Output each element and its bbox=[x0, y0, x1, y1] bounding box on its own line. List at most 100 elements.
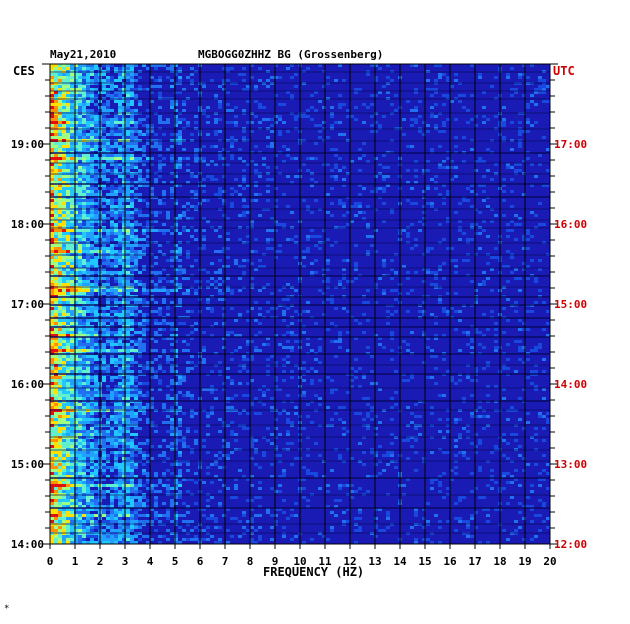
heatmap-cell bbox=[102, 442, 106, 445]
heatmap-cell bbox=[506, 163, 510, 166]
heatmap-cell bbox=[90, 370, 94, 373]
heatmap-cell bbox=[114, 439, 118, 442]
heatmap-cell bbox=[66, 94, 70, 97]
heatmap-cell bbox=[66, 370, 70, 373]
heatmap-cell bbox=[50, 349, 54, 352]
heatmap-cell bbox=[170, 322, 174, 325]
heatmap-cell bbox=[110, 427, 114, 430]
heatmap-cell bbox=[78, 433, 82, 436]
heatmap-cell bbox=[102, 394, 106, 397]
heatmap-cell bbox=[90, 181, 94, 184]
heatmap-cell bbox=[94, 340, 98, 343]
heatmap-cell bbox=[50, 73, 54, 76]
heatmap-cell bbox=[170, 232, 174, 235]
heatmap-cell bbox=[82, 73, 86, 76]
heatmap-cell bbox=[270, 217, 274, 220]
heatmap-cell bbox=[414, 403, 418, 406]
heatmap-cell bbox=[142, 442, 146, 445]
heatmap-cell bbox=[246, 211, 250, 214]
heatmap-cell bbox=[126, 451, 130, 454]
heatmap-cell bbox=[106, 421, 110, 424]
heatmap-cell bbox=[114, 415, 118, 418]
heatmap-cell bbox=[362, 142, 366, 145]
heatmap-cell bbox=[310, 382, 314, 385]
heatmap-cell bbox=[254, 268, 258, 271]
heatmap-cell bbox=[66, 292, 70, 295]
heatmap-cell bbox=[106, 388, 110, 391]
heatmap-cell bbox=[54, 337, 58, 340]
heatmap-cell bbox=[454, 418, 458, 421]
heatmap-cell bbox=[234, 121, 238, 124]
heatmap-cell bbox=[542, 136, 546, 139]
heatmap-cell bbox=[50, 145, 54, 148]
heatmap-cell bbox=[66, 451, 70, 454]
heatmap-cell bbox=[278, 118, 282, 121]
heatmap-cell bbox=[62, 73, 66, 76]
heatmap-cell bbox=[62, 199, 66, 202]
heatmap-cell bbox=[82, 121, 86, 124]
heatmap-cell bbox=[254, 181, 258, 184]
heatmap-cell bbox=[238, 73, 242, 76]
heatmap-cell bbox=[430, 115, 434, 118]
heatmap-cell bbox=[122, 271, 126, 274]
heatmap-cell bbox=[70, 220, 74, 223]
heatmap-cell bbox=[270, 142, 274, 145]
heatmap-cell bbox=[302, 265, 306, 268]
heatmap-cell bbox=[146, 169, 150, 172]
heatmap-cell bbox=[358, 412, 362, 415]
heatmap-cell bbox=[58, 418, 62, 421]
heatmap-cell bbox=[118, 451, 122, 454]
heatmap-cell bbox=[326, 76, 330, 79]
heatmap-cell bbox=[258, 79, 262, 82]
heatmap-cell bbox=[58, 385, 62, 388]
heatmap-cell bbox=[286, 238, 290, 241]
heatmap-cell bbox=[54, 85, 58, 88]
heatmap-cell bbox=[338, 106, 342, 109]
heatmap-cell bbox=[226, 247, 230, 250]
heatmap-cell bbox=[114, 217, 118, 220]
heatmap-cell bbox=[174, 223, 178, 226]
heatmap-cell bbox=[358, 205, 362, 208]
heatmap-cell bbox=[106, 340, 110, 343]
heatmap-cell bbox=[406, 235, 410, 238]
heatmap-cell bbox=[130, 277, 134, 280]
heatmap-cell bbox=[534, 388, 538, 391]
heatmap-cell bbox=[74, 187, 78, 190]
heatmap-cell bbox=[50, 391, 54, 394]
heatmap-cell bbox=[126, 334, 130, 337]
heatmap-cell bbox=[418, 115, 422, 118]
heatmap-cell bbox=[118, 79, 122, 82]
heatmap-cell bbox=[466, 430, 470, 433]
heatmap-cell bbox=[178, 184, 182, 187]
heatmap-cell bbox=[414, 175, 418, 178]
heatmap-cell bbox=[126, 268, 130, 271]
heatmap-cell bbox=[450, 307, 454, 310]
heatmap-cell bbox=[402, 340, 406, 343]
heatmap-cell bbox=[174, 259, 178, 262]
heatmap-cell bbox=[118, 229, 122, 232]
heatmap-cell bbox=[58, 379, 62, 382]
heatmap-cell bbox=[130, 415, 134, 418]
heatmap-cell bbox=[526, 328, 530, 331]
heatmap-cell bbox=[226, 217, 230, 220]
heatmap-cell bbox=[106, 109, 110, 112]
heatmap-cell bbox=[202, 160, 206, 163]
heatmap-cell bbox=[174, 184, 178, 187]
heatmap-cell bbox=[82, 415, 86, 418]
heatmap-cell bbox=[458, 310, 462, 313]
heatmap-cell bbox=[110, 250, 114, 253]
heatmap-cell bbox=[78, 238, 82, 241]
heatmap-cell bbox=[230, 67, 234, 70]
heatmap-cell bbox=[82, 418, 86, 421]
heatmap-cell bbox=[430, 202, 434, 205]
heatmap-cell bbox=[138, 340, 142, 343]
heatmap-cell bbox=[110, 121, 114, 124]
heatmap-cell bbox=[178, 76, 182, 79]
heatmap-cell bbox=[54, 340, 58, 343]
heatmap-cell bbox=[86, 94, 90, 97]
heatmap-cell bbox=[126, 370, 130, 373]
heatmap-cell bbox=[70, 349, 74, 352]
heatmap-cell bbox=[66, 250, 70, 253]
heatmap-cell bbox=[378, 67, 382, 70]
heatmap-cell bbox=[70, 346, 74, 349]
